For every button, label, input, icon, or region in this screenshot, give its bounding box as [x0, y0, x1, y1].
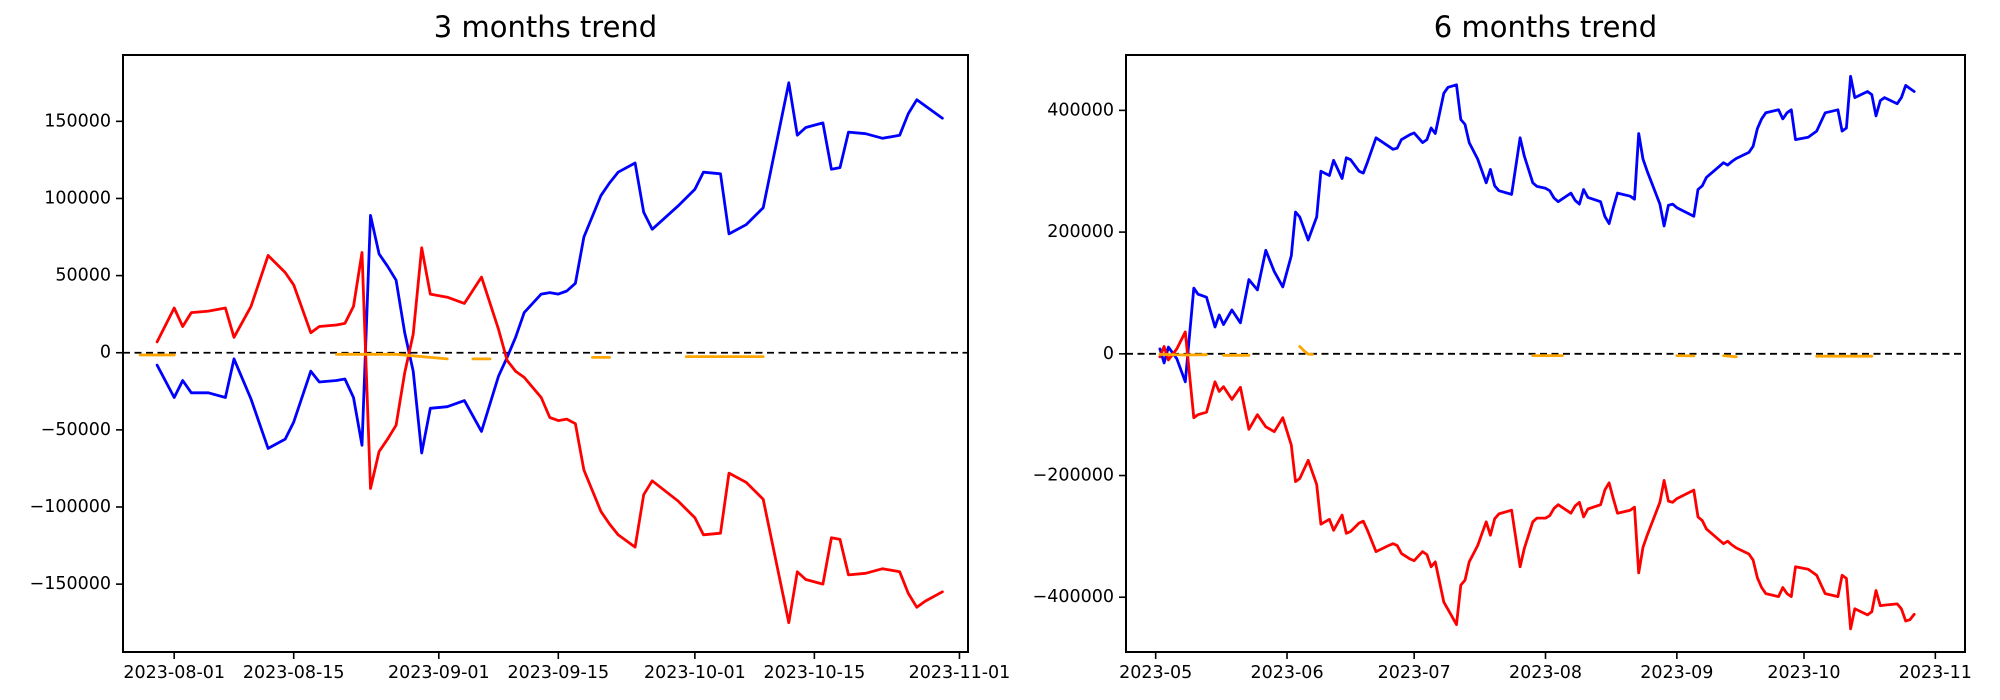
chart-6-months: 2023-05 2023-06 2023-07 2023-08 2023-09 2023-… [1033, 54, 1972, 683]
y-tick-label: 50000 [55, 266, 111, 286]
flat-pnl-line [1722, 354, 1738, 359]
x-tick-label: 2023-10-15 [764, 663, 866, 683]
y-tick-label: 100000 [44, 188, 111, 208]
x-tick-label: 2023-06 [1250, 663, 1323, 683]
x-tick-label: 2023-08-01 [123, 663, 225, 683]
y-tick-label: 400000 [1047, 100, 1114, 120]
long-pnl-line [155, 81, 944, 455]
x-tick-label: 2023-11 [1899, 663, 1972, 683]
y-tick-label: −100000 [30, 497, 111, 517]
flat-pnl-line [334, 352, 449, 361]
x-tick-label: 2023-09-15 [507, 663, 609, 683]
x-tick-label: 2023-05 [1119, 663, 1192, 683]
y-tick-label: 0 [100, 343, 111, 363]
y-tick-label: −400000 [1033, 587, 1114, 607]
x-tick-label: 2023-10 [1767, 663, 1840, 683]
x-tick-label: 2023-08-15 [243, 663, 345, 683]
flat-pnl-line [1158, 352, 1208, 357]
x-tick-label: 2023-09 [1640, 663, 1713, 683]
y-tick-label: 200000 [1047, 222, 1114, 242]
long-pnl-line [1158, 74, 1916, 384]
y-tick-label: −200000 [1033, 466, 1114, 486]
y-tick-label: −150000 [30, 574, 111, 594]
y-tick-label: 150000 [44, 111, 111, 131]
flat-pnl-line [1298, 345, 1314, 356]
x-tick-label: 2023-08 [1509, 663, 1582, 683]
chart-3-months: 2023-08-01 2023-08-15 2023-09-01 2023-09-15… [30, 54, 1011, 683]
short-pnl-line [1158, 330, 1916, 631]
x-tick-label: 2023-09-01 [388, 663, 490, 683]
y-tick-label: 0 [1103, 344, 1114, 364]
x-tick-label: 2023-10-01 [644, 663, 746, 683]
right-chart-title: 6 months trend [1433, 10, 1658, 44]
x-tick-label: 2023-07 [1378, 663, 1451, 683]
left-chart-title: 3 months trend [433, 10, 658, 44]
y-tick-label: −50000 [41, 420, 111, 440]
short-pnl-line [155, 246, 944, 625]
x-tick-label: 2023-11-01 [909, 663, 1011, 683]
